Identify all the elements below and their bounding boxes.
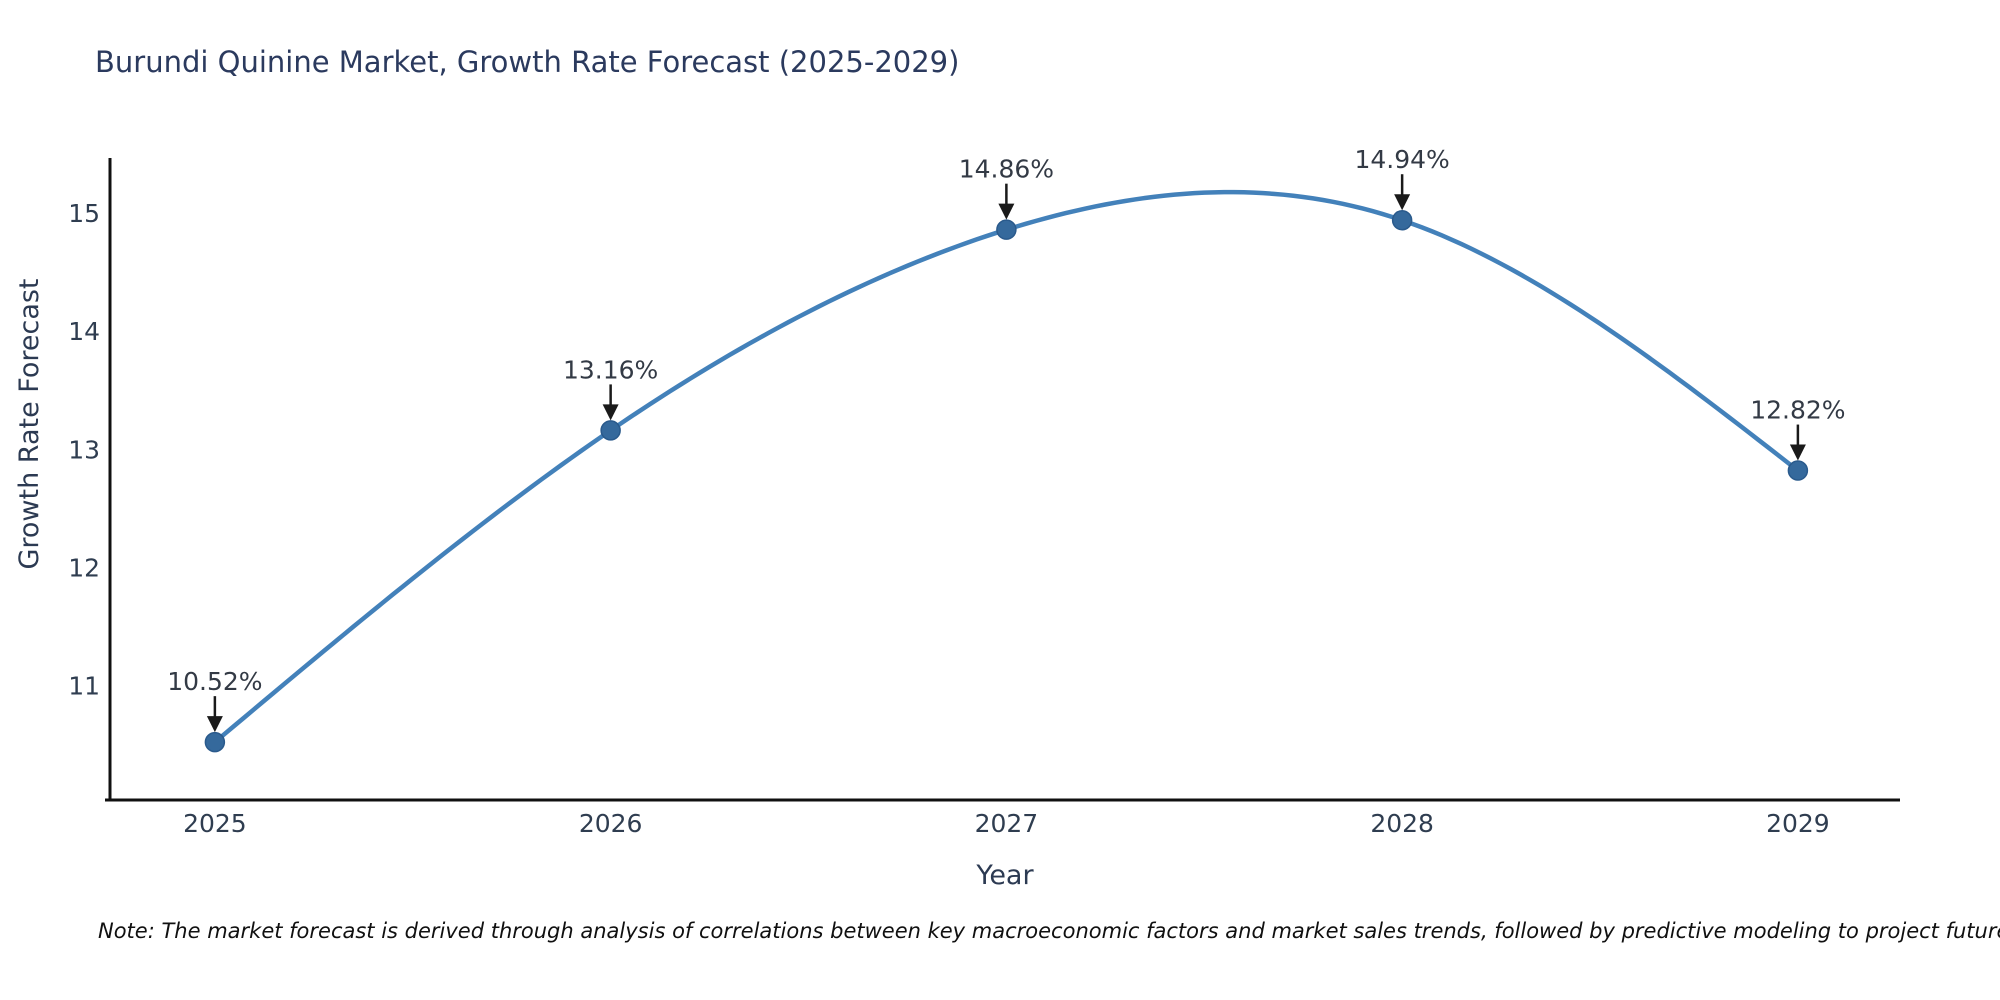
data-points-layer [204, 209, 1809, 753]
data-point-label: 10.52% [167, 667, 262, 696]
chart-title: Burundi Quinine Market, Growth Rate Fore… [95, 45, 959, 79]
data-point-label: 14.94% [1354, 145, 1449, 174]
data-point-label: 12.82% [1750, 396, 1845, 425]
annotation-arrow-head [998, 203, 1015, 220]
x-tick-label: 2029 [1766, 809, 1830, 838]
trend-line-layer [212, 189, 1801, 745]
data-point [600, 420, 621, 441]
annotations-layer: 10.52% 13.16% 14.86% 14.94% 12.82% [167, 145, 1846, 733]
y-axis-label: Growth Rate Forecast [14, 278, 45, 569]
annotation-arrow-head [1394, 194, 1411, 211]
data-point [1787, 460, 1809, 481]
y-tick-label: 14 [68, 317, 100, 346]
x-tick-label: 2025 [183, 809, 247, 838]
data-point-label: 13.16% [563, 355, 658, 384]
axis-ticks-layer: 11 12 13 14 15 2025 2026 2027 2028 2029 [68, 199, 1830, 838]
data-point-label: 14.86% [959, 155, 1054, 184]
data-point [996, 219, 1017, 240]
y-tick-label: 15 [68, 199, 100, 228]
x-axis-label: Year [975, 860, 1034, 891]
annotation-arrow-head [206, 716, 223, 733]
y-tick-label: 11 [68, 671, 100, 700]
y-tick-label: 12 [68, 553, 100, 582]
x-tick-label: 2026 [579, 809, 643, 838]
data-point [1391, 209, 1413, 231]
data-point [204, 731, 226, 753]
x-tick-label: 2028 [1370, 809, 1434, 838]
y-tick-label: 13 [68, 435, 100, 464]
annotation-arrow-head [602, 404, 619, 421]
x-tick-label: 2027 [975, 809, 1039, 838]
trend-line [212, 189, 1801, 745]
chart-footnote: Note: The market forecast is derived thr… [98, 919, 2000, 943]
annotation-arrow-head [1789, 444, 1806, 461]
